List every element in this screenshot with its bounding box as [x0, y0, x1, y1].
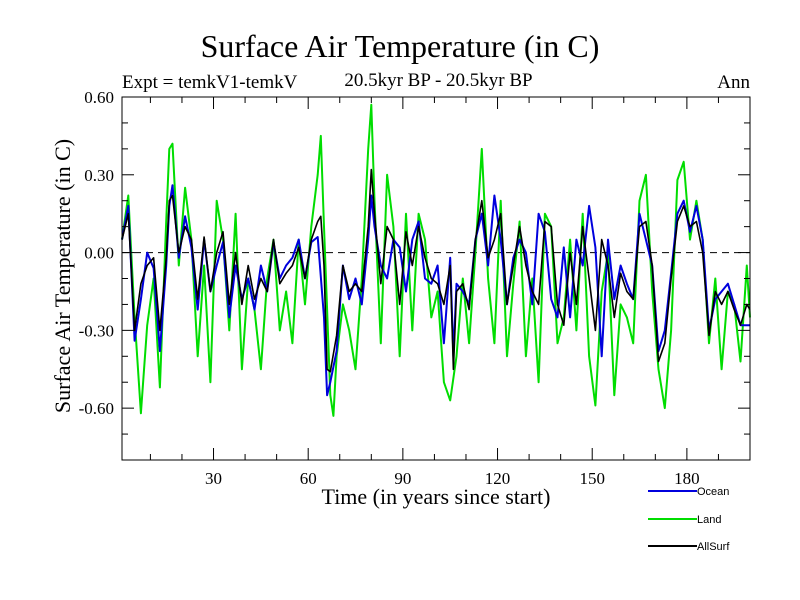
y-tick-label: -0.60: [79, 399, 114, 418]
x-tick-label: 60: [300, 469, 317, 488]
y-tick-label: -0.30: [79, 321, 114, 340]
series-line-allsurf: [121, 168, 751, 373]
period-label: 20.5kyr BP - 20.5kyr BP: [344, 70, 533, 91]
season-label: Ann: [717, 72, 750, 93]
experiment-label: Expt = temkV1-temkV: [122, 72, 298, 93]
series-line-ocean: [121, 184, 750, 397]
chart-title: Surface Air Temperature (in C): [200, 28, 600, 64]
legend-label-land: Land: [697, 514, 721, 526]
x-tick-label: 180: [674, 469, 700, 488]
x-tick-label: 150: [579, 469, 605, 488]
legend-label-allsurf: AllSurf: [697, 541, 730, 553]
x-axis-label: Time (in years since start): [321, 484, 551, 509]
x-tick-label: 30: [205, 469, 222, 488]
x-tick-label: 90: [394, 469, 411, 488]
legend-label-ocean: Ocean: [697, 486, 729, 498]
y-tick-label: 0.30: [84, 166, 114, 185]
plot-frame: [121, 96, 751, 461]
y-tick-label: 0.60: [84, 88, 114, 107]
y-tick-label: 0.00: [84, 244, 114, 263]
x-tick-label: 120: [485, 469, 511, 488]
